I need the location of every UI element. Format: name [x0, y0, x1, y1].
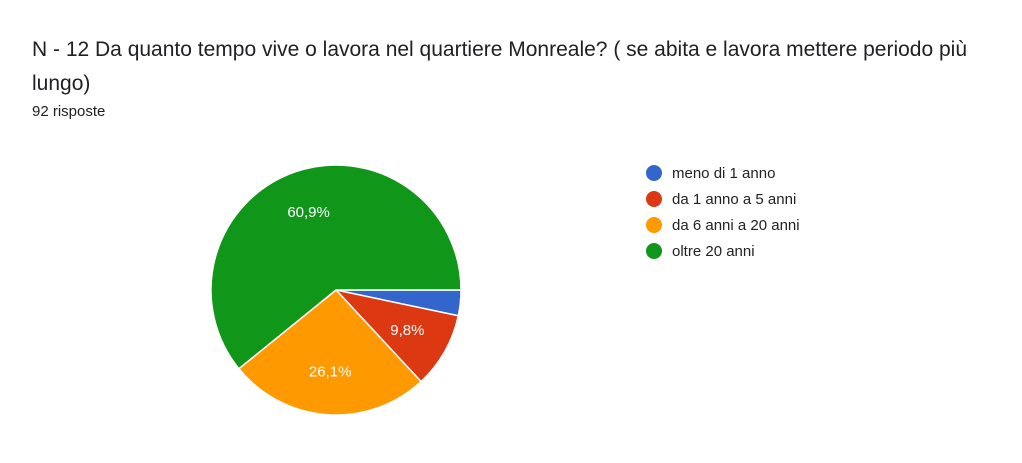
pie-slice-4[interactable] — [210, 164, 462, 370]
legend-swatch-icon — [646, 165, 662, 181]
pie-slice-2[interactable] — [333, 288, 460, 383]
pie-labels: 9,8% 26,1% 60,9% — [287, 204, 424, 380]
legend-item-4[interactable]: oltre 20 anni — [646, 238, 800, 264]
pie-slices — [210, 164, 462, 416]
legend-item-2[interactable]: da 1 anno a 5 anni — [646, 186, 800, 212]
legend-item-1[interactable]: meno di 1 anno — [646, 160, 800, 186]
pie-data-label-3: 26,1% — [309, 363, 352, 380]
legend-item-3[interactable]: da 6 anni a 20 anni — [646, 212, 800, 238]
pie-data-label-4: 60,9% — [287, 204, 330, 221]
legend-label: da 1 anno a 5 anni — [672, 190, 797, 208]
response-count: 92 risposte — [32, 103, 106, 120]
pie-data-label-2: 9,8% — [390, 322, 424, 339]
legend-swatch-icon — [646, 217, 662, 233]
chart-legend: meno di 1 anno da 1 anno a 5 anni da 6 ann… — [646, 160, 800, 264]
legend-label: oltre 20 anni — [672, 242, 755, 260]
legend-swatch-icon — [646, 243, 662, 259]
legend-label: meno di 1 anno — [672, 164, 776, 182]
legend-label: da 6 anni a 20 anni — [672, 216, 800, 234]
legend-swatch-icon — [646, 191, 662, 207]
pie-slice-3[interactable] — [237, 288, 423, 416]
chart-title: N - 12 Da quanto tempo vive o lavora nel… — [32, 38, 968, 95]
